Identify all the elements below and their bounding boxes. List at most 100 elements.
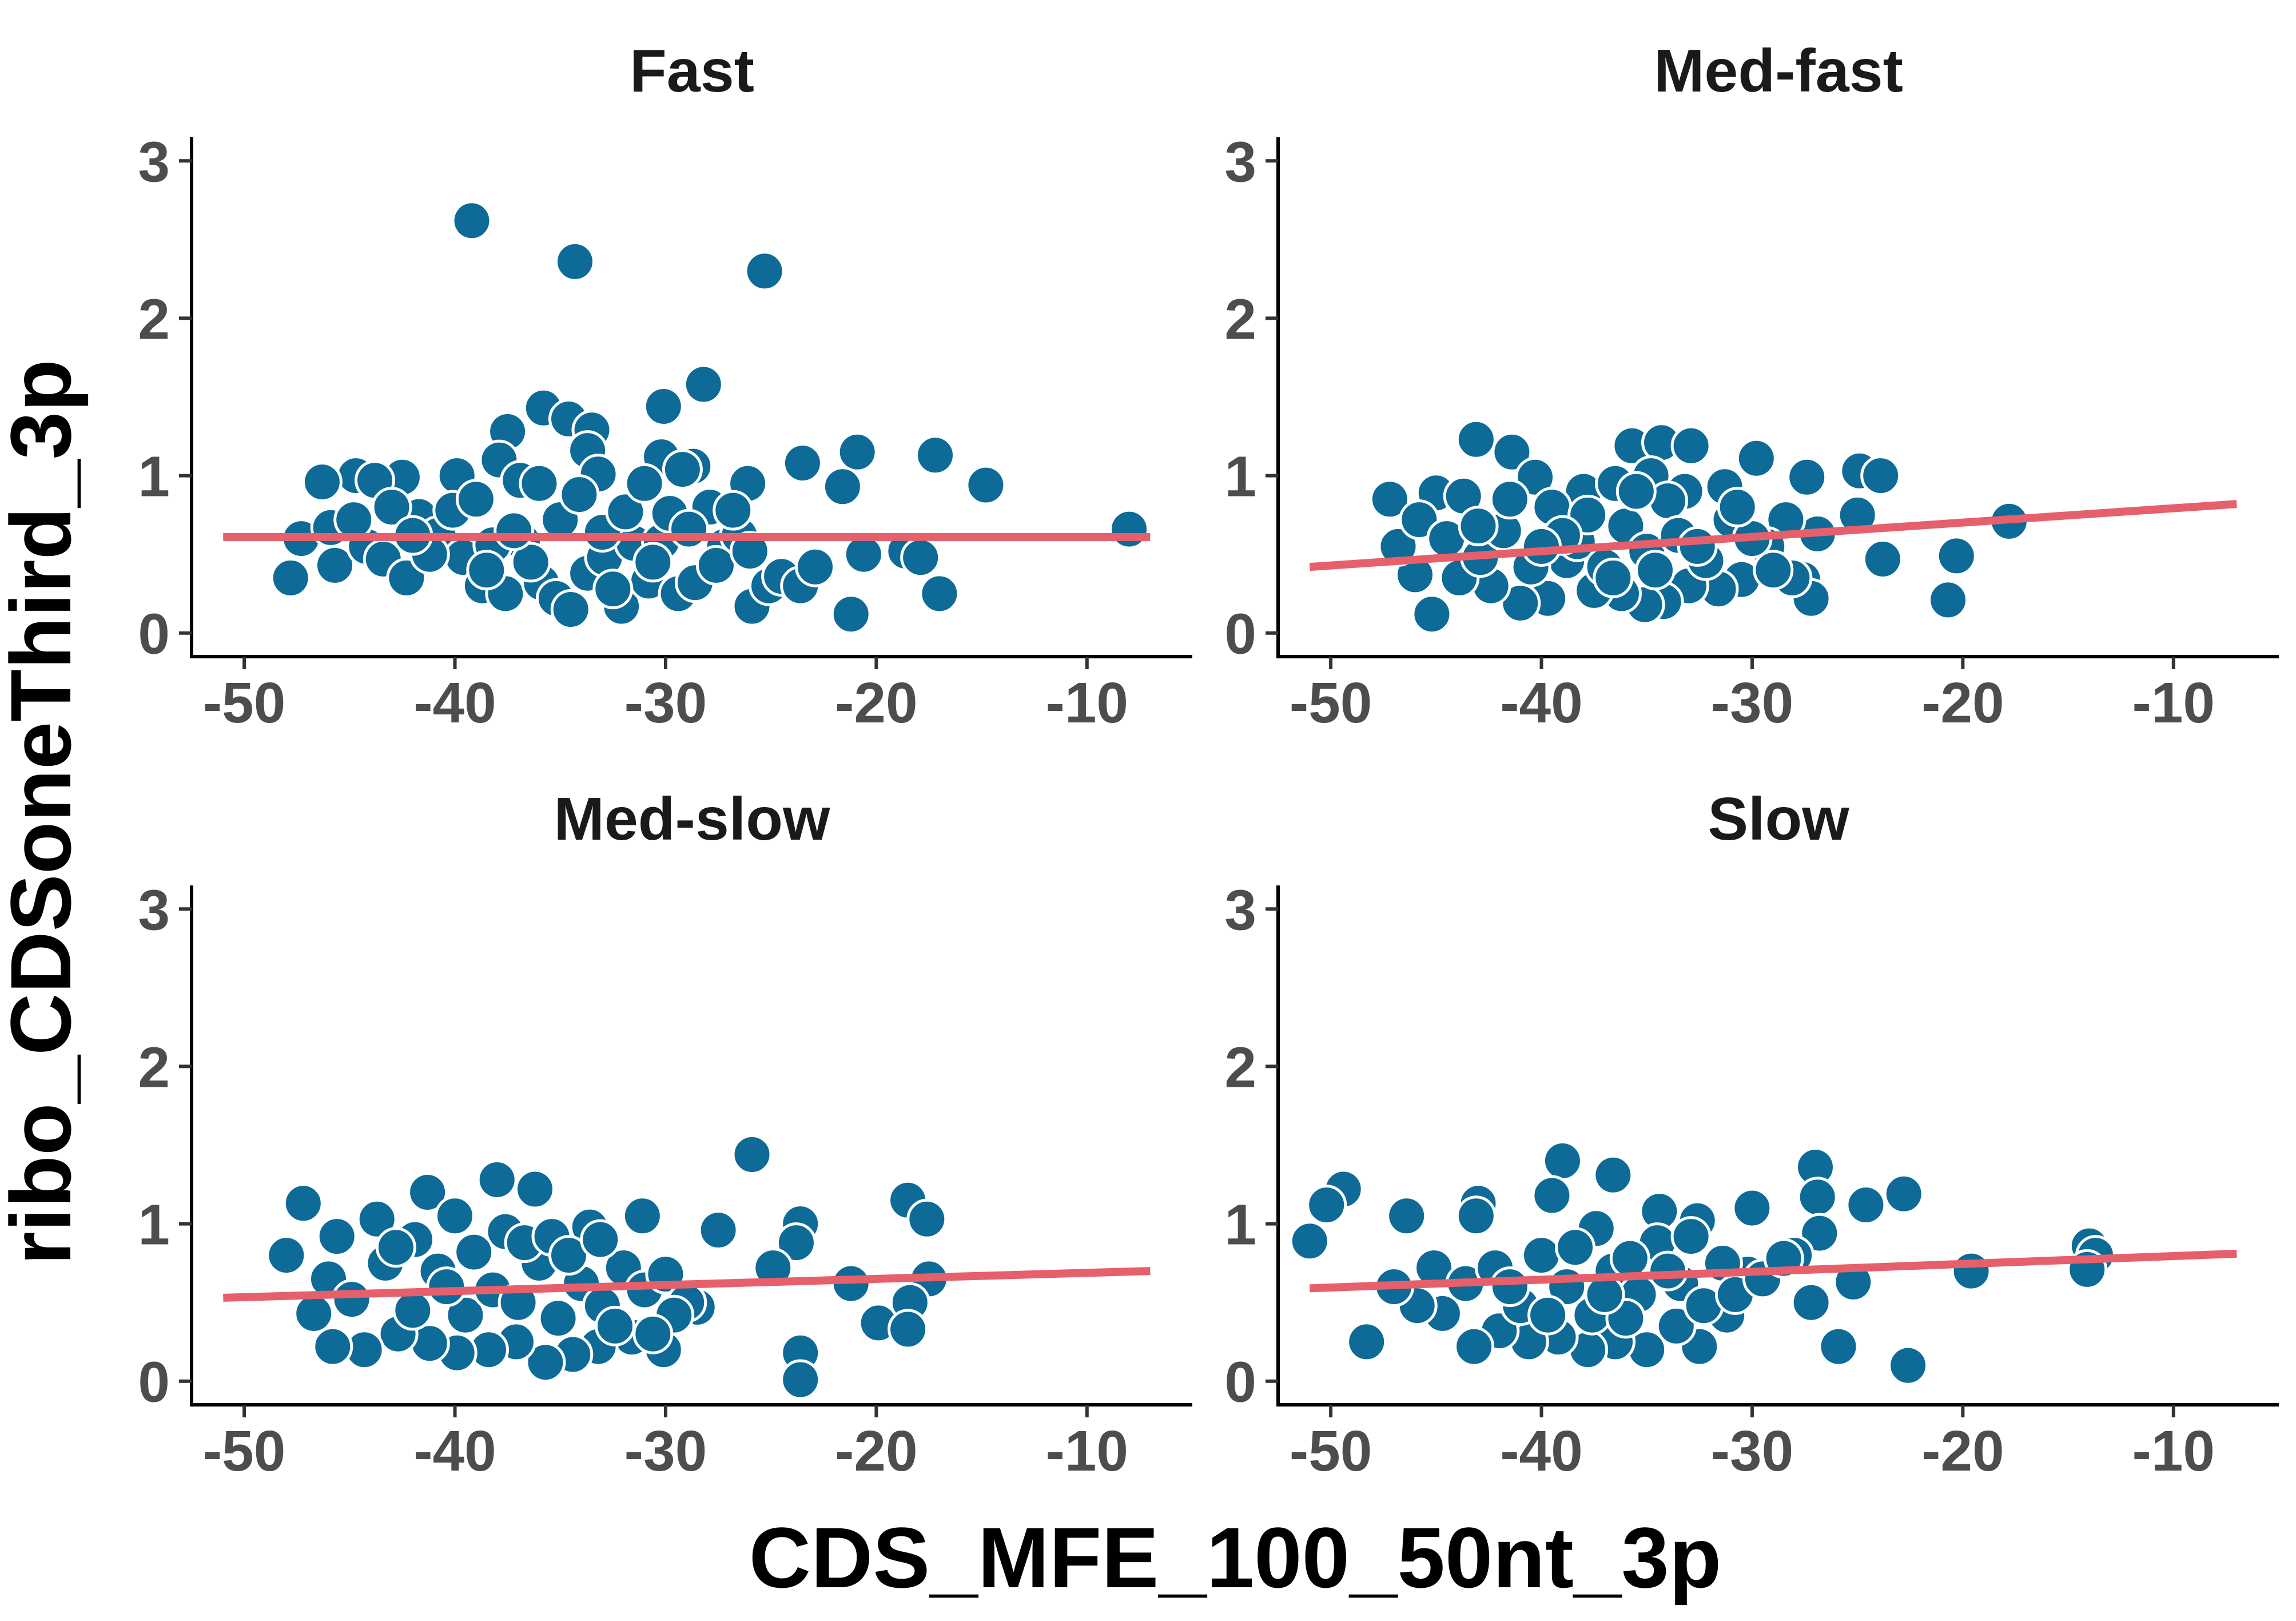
- data-point: [466, 550, 507, 591]
- data-point: [1458, 506, 1499, 547]
- panel-title: Med-slow: [554, 785, 830, 853]
- data-point: [1818, 1326, 1859, 1367]
- facet-panel: Slow 0 1 2 3 -50 -40 -30 -20 -10: [1224, 785, 2279, 1483]
- data-point: [1936, 535, 1977, 577]
- points-group: [266, 1134, 949, 1400]
- data-point: [445, 1294, 486, 1336]
- y-tick-label: 2: [1224, 1035, 1256, 1099]
- y-tick-label: 1: [1224, 1193, 1256, 1257]
- data-point: [515, 1169, 555, 1210]
- x-tick-label: -30: [624, 1419, 707, 1483]
- data-point: [1411, 594, 1453, 635]
- data-point: [1656, 1305, 1697, 1346]
- y-tick-label: 3: [1224, 130, 1256, 194]
- data-point: [1888, 1345, 1929, 1386]
- data-point: [375, 1227, 416, 1268]
- y-tick-label: 3: [1224, 878, 1256, 942]
- x-tick-label: -30: [1711, 1419, 1794, 1483]
- data-point: [1635, 550, 1676, 591]
- data-point: [1883, 1173, 1924, 1214]
- data-point: [1555, 1227, 1595, 1268]
- points-group: [270, 200, 1149, 635]
- data-point: [494, 510, 535, 551]
- trend-line: [1309, 500, 2237, 571]
- data-point: [1455, 419, 1497, 460]
- y-tick-label: 1: [1224, 445, 1256, 509]
- data-point: [753, 1247, 794, 1289]
- x-tick-label: -20: [835, 671, 918, 735]
- data-point: [1862, 538, 1903, 579]
- data-point: [843, 534, 884, 575]
- x-tick-label: -10: [1046, 671, 1129, 735]
- data-point: [1346, 1321, 1387, 1362]
- data-point: [282, 1183, 324, 1224]
- panel-title: Slow: [1708, 785, 1849, 853]
- data-point: [1736, 438, 1777, 479]
- y-tick-label: 0: [138, 602, 170, 666]
- data-point: [451, 200, 492, 241]
- data-point: [915, 435, 956, 476]
- x-tick-label: -20: [835, 1419, 918, 1483]
- data-point: [622, 1195, 663, 1237]
- points-group: [1369, 419, 2030, 635]
- panel-title: Fast: [630, 37, 754, 105]
- y-tick-label: 0: [1224, 1350, 1256, 1415]
- data-point: [555, 241, 595, 282]
- x-tick-label: -40: [413, 671, 496, 735]
- data-point: [1951, 1250, 1992, 1292]
- data-point: [1542, 1141, 1583, 1181]
- data-point: [888, 1309, 929, 1350]
- data-point: [795, 546, 835, 587]
- data-point: [312, 1326, 353, 1367]
- data-point: [744, 251, 785, 292]
- data-point: [775, 1222, 817, 1264]
- data-point: [595, 1305, 635, 1346]
- y-tick-label: 0: [1224, 602, 1256, 666]
- x-tick-label: -50: [1290, 1419, 1372, 1483]
- data-point: [624, 463, 665, 504]
- data-point: [270, 557, 311, 598]
- data-point: [919, 573, 960, 614]
- data-point: [1489, 1266, 1530, 1308]
- data-point: [1489, 479, 1530, 520]
- data-point: [698, 1210, 739, 1251]
- x-tick-label: -30: [1711, 671, 1794, 735]
- data-point: [1521, 1235, 1562, 1276]
- data-point: [392, 1290, 433, 1331]
- x-axis-title: CDS_MFE_100_50nt_3p: [749, 1509, 1722, 1606]
- facet-panel: Med-fast 0 1 2 3 -50 -40 -30 -20 -10: [1224, 37, 2279, 735]
- data-point: [822, 466, 863, 507]
- data-point: [1491, 431, 1533, 472]
- data-point: [301, 462, 343, 503]
- data-point: [1753, 550, 1794, 591]
- x-tick-label: -20: [1921, 671, 2004, 735]
- data-point: [731, 1134, 773, 1175]
- panels-layer: Fast 0 1 2 3 -50 -40 -30 -20 -10 Med-fast 0 1 2 3 -50 -4…: [138, 37, 2279, 1483]
- data-point: [1833, 1261, 1874, 1302]
- x-tick-label: -10: [2132, 671, 2215, 735]
- data-point: [538, 1298, 579, 1339]
- data-point: [1109, 508, 1149, 550]
- data-point: [1797, 1177, 1838, 1218]
- data-point: [780, 1359, 821, 1400]
- data-point: [559, 474, 600, 515]
- data-point: [1677, 526, 1718, 567]
- data-point: [1928, 579, 1969, 621]
- panel-title: Med-fast: [1654, 37, 1903, 105]
- data-point: [453, 1231, 495, 1273]
- data-point: [356, 1198, 397, 1239]
- y-tick-label: 3: [138, 130, 170, 194]
- data-point: [455, 479, 496, 520]
- data-point: [695, 545, 737, 586]
- data-point: [1609, 1238, 1650, 1279]
- y-tick-label: 0: [138, 1350, 170, 1415]
- data-point: [1369, 479, 1410, 520]
- x-tick-label: -40: [1500, 671, 1583, 735]
- trend-line: [223, 1267, 1151, 1302]
- data-point: [683, 364, 724, 405]
- points-group: [1289, 1141, 2116, 1386]
- data-point: [519, 463, 560, 504]
- data-point: [1732, 1187, 1773, 1229]
- data-point: [1615, 471, 1657, 512]
